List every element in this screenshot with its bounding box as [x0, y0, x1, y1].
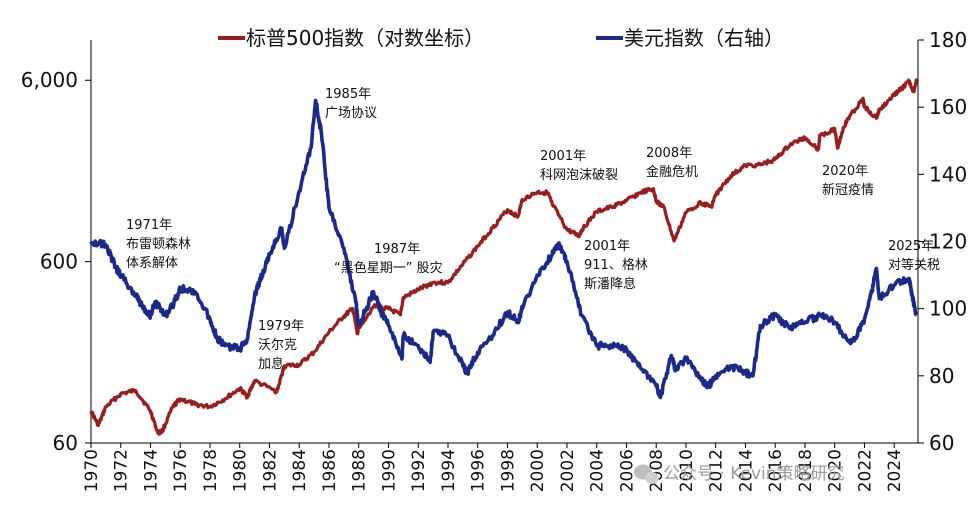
x-tick-label: 1976: [171, 449, 191, 492]
x-tick-label: 2018: [796, 449, 816, 492]
left-tick-label: 60: [53, 431, 78, 455]
x-tick-label: 1988: [350, 449, 370, 492]
right-tick-label: 60: [929, 431, 954, 455]
annotation-tariff: 2025年 对等关税: [888, 239, 940, 273]
annotation-black-monday: 1987年 “黑色星期一” 股灾: [334, 242, 443, 276]
x-tick-label: 2004: [588, 449, 608, 492]
right-tick-label: 100: [929, 297, 967, 321]
x-axis-ticks: 1970 1972 1974 1976 1978 1980 1982 1984 1986 1988…: [82, 443, 905, 492]
right-tick-label: 160: [929, 95, 967, 119]
x-tick-label: 2022: [855, 449, 875, 492]
x-tick-label: 2002: [558, 449, 578, 492]
right-tick-label: 80: [929, 364, 954, 388]
x-tick-label: 1982: [260, 449, 280, 492]
x-tick-label: 1972: [112, 449, 132, 492]
series-line-sp500: [89, 78, 919, 436]
right-tick-label: 180: [929, 28, 967, 52]
left-axis-ticks: 60 600 6,000: [21, 68, 91, 455]
x-tick-label: 2010: [677, 449, 697, 492]
annotation-plaza-accord: 1985年 广场协议: [325, 87, 377, 121]
x-tick-label: 2016: [766, 449, 786, 492]
wechat-icon: [634, 464, 659, 484]
x-tick-label: 1978: [201, 449, 221, 492]
legend-label-sp500: 标普500指数（对数坐标）: [246, 26, 484, 50]
annotation-covid: 2020年 新冠疫情: [822, 164, 874, 198]
annotations: 1971年 布雷顿森林 体系解体 1985年 广场协议 1979年 沃尔克 加息…: [126, 87, 940, 372]
left-tick-label: 6,000: [21, 68, 78, 92]
x-tick-label: 2014: [736, 449, 756, 492]
watermark: 公众号 · Kevin策略研究: [634, 464, 845, 484]
annotation-dotcom: 2001年 科网泡沫破裂: [540, 149, 618, 183]
x-tick-label: 2000: [528, 449, 548, 492]
x-tick-label: 1984: [290, 449, 310, 492]
x-tick-label: 2006: [617, 449, 637, 492]
x-tick-label: 2020: [826, 449, 846, 492]
x-tick-label: 1970: [82, 449, 102, 492]
x-tick-label: 2012: [707, 449, 727, 492]
left-tick-label: 600: [40, 250, 78, 274]
x-tick-label: 1990: [379, 449, 399, 492]
watermark-text: 公众号 · Kevin策略研究: [663, 464, 845, 484]
annotation-volcker: 1979年 沃尔克 加息: [258, 319, 308, 372]
annotation-bretton-woods: 1971年 布雷顿森林 体系解体: [126, 218, 195, 271]
annotation-911: 2001年 911、格林 斯潘降息: [584, 239, 652, 292]
x-tick-label: 1998: [498, 449, 518, 492]
x-tick-label: 1996: [469, 449, 489, 492]
right-axis-ticks: 60 80 100 120 140 160 180: [918, 28, 967, 455]
x-tick-label: 1986: [320, 449, 340, 492]
x-tick-label: 2024: [885, 449, 905, 492]
legend-label-dollar-index: 美元指数（右轴）: [624, 26, 784, 50]
x-tick-label: 1980: [231, 449, 251, 492]
right-tick-label: 140: [929, 162, 967, 186]
right-tick-label: 120: [929, 230, 967, 254]
x-tick-label: 1994: [439, 449, 459, 492]
x-tick-label: 1992: [409, 449, 429, 492]
series-line-dollar-index: [89, 98, 918, 400]
annotation-2008-crisis: 2008年 金融危机: [646, 146, 698, 180]
legend: 标普500指数（对数坐标） 美元指数（右轴）: [218, 26, 784, 50]
x-tick-label: 1974: [141, 449, 161, 492]
